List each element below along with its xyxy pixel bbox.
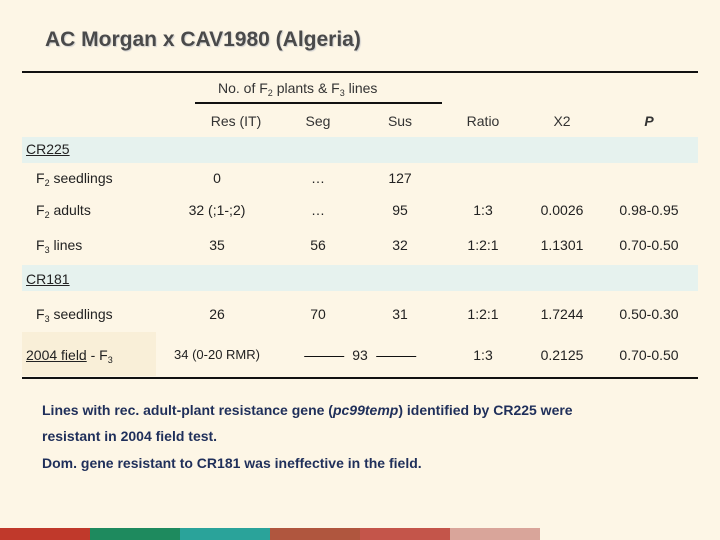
- note-line-1: Lines with rec. adult-plant resistance g…: [42, 402, 573, 418]
- col-header-ratio: Ratio: [466, 113, 500, 129]
- footer-stripe-6: [450, 528, 540, 540]
- footer-stripe-5: [360, 528, 450, 540]
- table-cell: 0.70-0.50: [619, 237, 679, 253]
- table-cell: 1.1301: [540, 237, 584, 253]
- table-cell: 0.50-0.30: [619, 306, 679, 322]
- header-group-label: No. of F2 plants & F3 lines: [218, 80, 378, 98]
- table-cell: …: [311, 202, 325, 218]
- group-band-cr181: [22, 265, 698, 291]
- row-label: F3 seedlings: [36, 306, 113, 324]
- col-header-x2: X2: [553, 113, 571, 129]
- footer-stripe-2: [90, 528, 180, 540]
- row-label: F2 adults: [36, 202, 91, 220]
- table-cell: 35: [209, 237, 225, 253]
- table-cell: 0: [213, 170, 221, 186]
- bracket-line-right: [375, 355, 416, 357]
- table-cell: 0.0026: [540, 202, 584, 218]
- col-header-p: P: [644, 113, 654, 129]
- row-label: F2 seedlings: [36, 170, 113, 188]
- table-cell: 56: [310, 237, 326, 253]
- table-cell: 32 (;1-;2): [188, 202, 246, 218]
- table-cell: 31: [392, 306, 408, 322]
- note-line-3: Dom. gene resistant to CR181 was ineffec…: [42, 455, 422, 471]
- table-cell: …: [311, 170, 325, 186]
- group-label-cr225: CR225: [26, 141, 70, 157]
- slide-title: AC Morgan x CAV1980 (Algeria): [45, 28, 361, 51]
- table-cell: 1:3: [473, 347, 493, 363]
- table-top-rule: [22, 71, 698, 73]
- table-cell: 0.2125: [540, 347, 584, 363]
- col-header-seg: Seg: [305, 113, 331, 129]
- bracket-line-left: [304, 355, 345, 357]
- table-cell: 0.70-0.50: [619, 347, 679, 363]
- table-cell: 32: [392, 237, 408, 253]
- table-cell: 0.98-0.95: [619, 202, 679, 218]
- group-label-cr181: CR181: [26, 271, 70, 287]
- seg-sus-combined-cell: 93: [296, 347, 424, 363]
- footer-stripe-3: [180, 528, 270, 540]
- row-label: 2004 field - F3: [26, 347, 113, 365]
- row-label: F3 lines: [36, 237, 83, 255]
- table-cell: 1:2:1: [467, 237, 499, 253]
- table-cell: 34 (0-20 RMR): [174, 347, 260, 362]
- col-header-res: Res (IT): [210, 113, 262, 129]
- table-cell: 1.7244: [540, 306, 584, 322]
- table-bottom-rule: [22, 377, 698, 379]
- table-cell: 70: [310, 306, 326, 322]
- table-cell: 1:2:1: [467, 306, 499, 322]
- col-header-sus: Sus: [387, 113, 413, 129]
- table-cell: 1:3: [473, 202, 493, 218]
- header-group-rule: [195, 102, 442, 104]
- note-line-2: resistant in 2004 field test.: [42, 428, 218, 444]
- footer-stripe-4: [270, 528, 360, 540]
- footer-stripe-1: [0, 528, 90, 540]
- row-label-shade: [22, 332, 156, 376]
- table-cell: 127: [388, 170, 412, 186]
- table-cell: 95: [392, 202, 408, 218]
- table-cell: 26: [209, 306, 225, 322]
- group-band-cr225: [22, 137, 698, 163]
